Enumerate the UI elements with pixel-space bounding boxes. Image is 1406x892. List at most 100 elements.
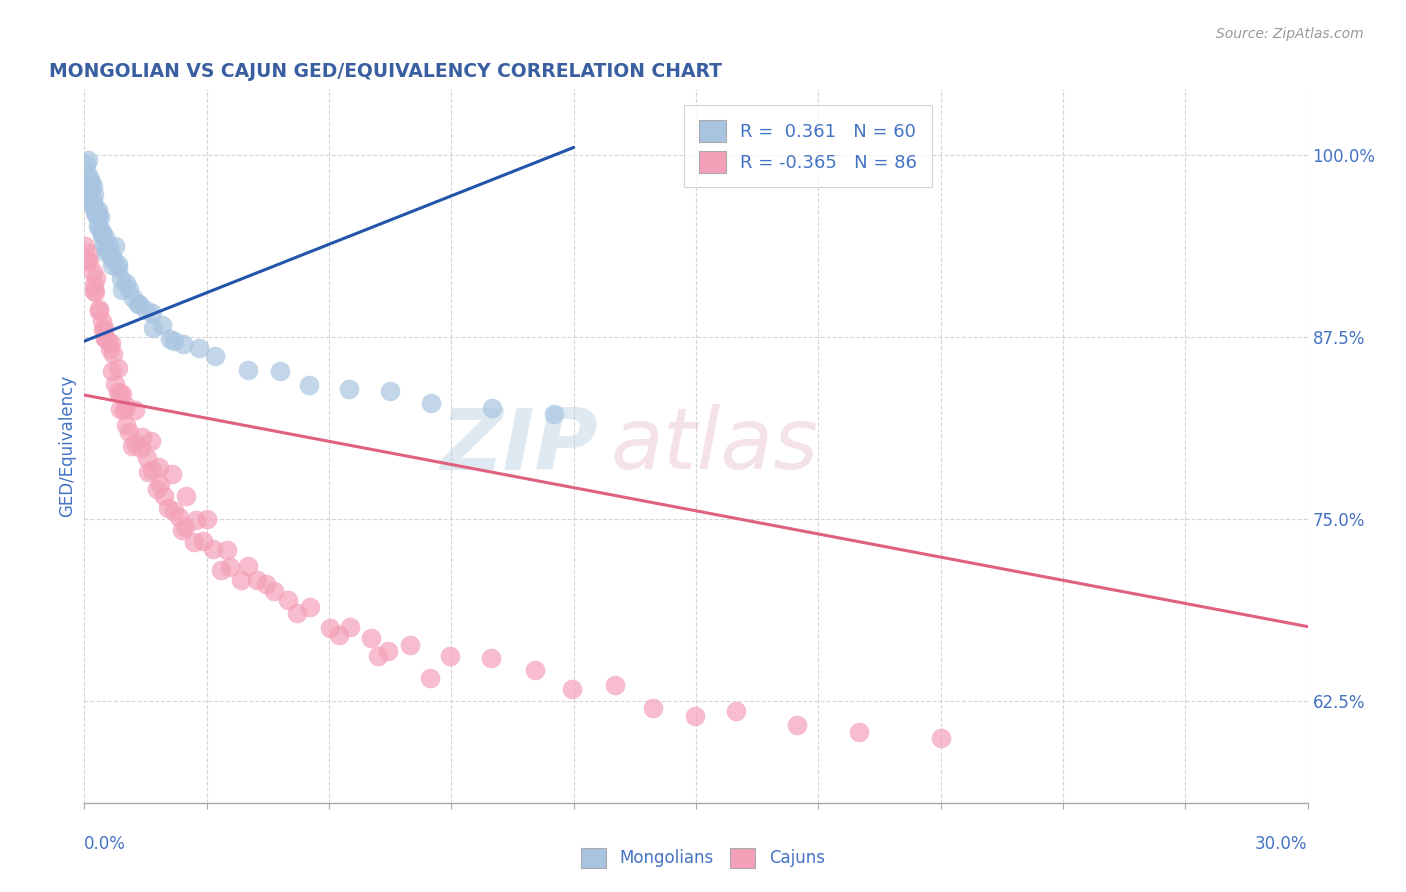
Text: MONGOLIAN VS CAJUN GED/EQUIVALENCY CORRELATION CHART: MONGOLIAN VS CAJUN GED/EQUIVALENCY CORRE… [49,62,723,81]
Point [149,477,172,491]
Point [93,321,115,335]
Point [79,181,101,195]
Point [269,364,291,378]
Point [339,620,361,634]
Legend: Mongolians, Cajuns: Mongolians, Cajuns [575,841,831,875]
Point [90,313,112,327]
Text: ZIP: ZIP [440,404,598,488]
Point [277,592,299,607]
Point [118,425,141,440]
Point [377,644,399,658]
Point [100,336,122,351]
Point [77,182,100,196]
Point [287,607,309,621]
Point [136,466,159,480]
Point [337,383,360,397]
Point [94,230,117,244]
Point [84,206,107,220]
Point [118,282,141,296]
Point [142,320,165,334]
Point [128,297,150,311]
Point [173,520,195,534]
Point [101,258,124,272]
Text: Source: ZipAtlas.com: Source: ZipAtlas.com [1216,27,1364,41]
Point [98,342,121,356]
Point [98,239,121,253]
Point [148,459,170,474]
Point [380,384,402,399]
Point [100,251,122,265]
Point [91,225,114,239]
Point [605,678,627,692]
Point [107,260,129,275]
Point [75,157,97,171]
Point [91,227,114,242]
Point [77,153,100,167]
Point [141,463,163,477]
Point [127,296,149,310]
Point [170,524,193,538]
Point [107,360,129,375]
Point [107,385,129,400]
Point [184,512,207,526]
Point [263,583,285,598]
Point [93,330,115,344]
Point [929,731,952,745]
Point [204,349,226,363]
Point [110,272,132,286]
Point [246,573,269,587]
Point [298,599,321,614]
Point [479,650,502,665]
Point [83,284,105,298]
Point [104,239,127,253]
Point [91,227,114,242]
Point [297,378,319,392]
Point [87,208,110,222]
Point [209,562,232,576]
Point [75,239,97,253]
Point [419,396,441,410]
Point [86,219,108,233]
Point [174,490,197,504]
Point [83,187,105,202]
Point [786,718,808,732]
Point [94,241,117,255]
Point [195,511,218,525]
Point [80,197,103,211]
Point [157,500,180,515]
Point [84,206,107,220]
Point [112,403,135,417]
Point [191,534,214,549]
Point [150,318,173,332]
Point [83,285,105,300]
Point [110,386,132,401]
Point [134,302,156,317]
Point [124,403,146,417]
Point [100,364,122,378]
Point [124,435,146,450]
Y-axis label: GED/Equivalency: GED/Equivalency [58,375,76,517]
Point [122,291,145,305]
Point [848,725,870,739]
Point [398,639,420,653]
Point [77,254,100,268]
Point [163,334,186,348]
Point [98,245,121,260]
Point [101,347,124,361]
Point [111,283,134,297]
Point [219,560,242,574]
Point [236,363,259,377]
Point [114,276,136,290]
Point [481,401,503,416]
Point [76,166,98,180]
Point [82,178,104,193]
Point [360,632,382,646]
Point [238,558,260,573]
Point [77,246,100,260]
Point [141,306,163,320]
Point [183,535,205,549]
Point [217,543,239,558]
Point [93,236,115,251]
Point [201,542,224,557]
Point [328,628,350,642]
